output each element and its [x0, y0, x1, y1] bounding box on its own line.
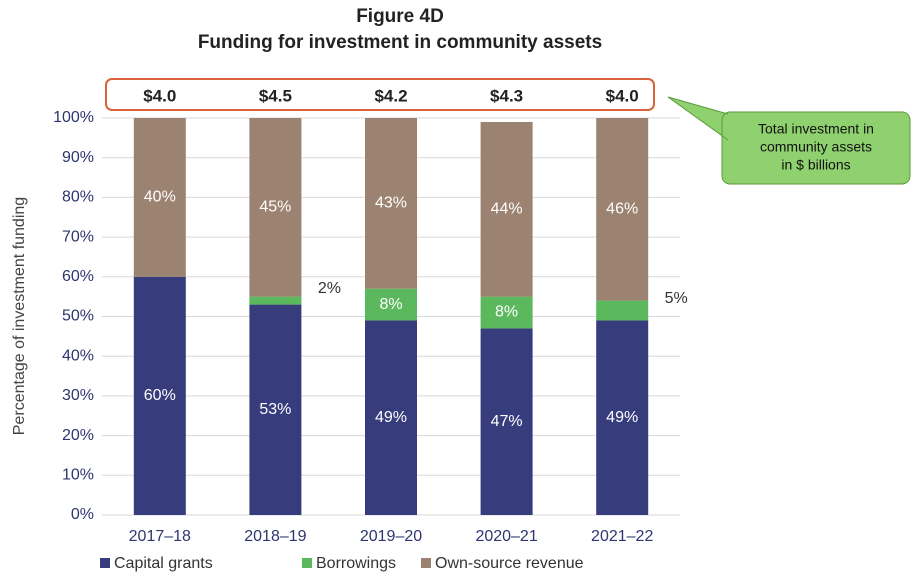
chart-subtitle: Funding for investment in community asse… — [198, 32, 602, 53]
y-tick-label: 90% — [62, 149, 94, 166]
bar-segment — [365, 288, 417, 321]
legend-label: Own-source revenue — [435, 555, 584, 572]
bar-segment — [365, 320, 417, 515]
y-tick-label: 40% — [62, 347, 94, 364]
total-label: $4.5 — [259, 86, 292, 105]
bar-segment — [249, 118, 302, 297]
bar-segment — [596, 118, 649, 301]
legend-swatch — [302, 558, 312, 568]
callout-text: community assets — [760, 139, 872, 155]
data-label: 45% — [259, 199, 291, 216]
x-tick-label: 2021–22 — [591, 528, 653, 545]
callout-pointer-edge — [667, 96, 729, 141]
chart-title: Figure 4D — [356, 6, 444, 27]
total-label: $4.0 — [143, 86, 176, 105]
bar-segment — [480, 296, 533, 329]
x-tick-label: 2017–18 — [129, 528, 191, 545]
y-tick-label: 100% — [53, 109, 94, 126]
y-tick-label: 70% — [62, 228, 94, 245]
bar-segment — [249, 296, 302, 305]
data-label: 53% — [259, 401, 291, 418]
legend-label: Borrowings — [316, 555, 396, 572]
x-tick-label: 2020–21 — [475, 528, 537, 545]
callout-text: Total investment in — [758, 121, 874, 137]
y-tick-label: 20% — [62, 427, 94, 444]
bar-segment — [480, 328, 533, 515]
y-tick-label: 30% — [62, 387, 94, 404]
data-label: 43% — [375, 195, 407, 212]
legend-swatch — [100, 558, 110, 568]
y-tick-label: 10% — [62, 467, 94, 484]
callout-box — [721, 111, 911, 185]
bar-segment — [596, 300, 649, 321]
data-label: 60% — [144, 387, 176, 404]
total-label: $4.2 — [374, 86, 407, 105]
y-tick-label: 80% — [62, 189, 94, 206]
data-label: 46% — [606, 201, 638, 218]
data-label: 8% — [495, 304, 518, 321]
y-tick-label: 50% — [62, 308, 94, 325]
totals-box — [105, 78, 655, 111]
data-label: 49% — [606, 409, 638, 426]
bar-segment — [133, 118, 186, 277]
x-tick-label: 2018–19 — [244, 528, 306, 545]
legend-swatch — [421, 558, 431, 568]
data-label: 5% — [665, 290, 688, 307]
y-tick-label: 60% — [62, 268, 94, 285]
data-label: 49% — [375, 409, 407, 426]
y-tick-label: 0% — [71, 506, 94, 523]
bar-segment — [365, 118, 417, 289]
bar-segment — [133, 276, 186, 515]
data-label: 44% — [491, 201, 523, 218]
data-label: 40% — [144, 189, 176, 206]
bar-segment — [480, 121, 533, 297]
y-axis-label: Percentage of investment funding — [11, 197, 28, 435]
total-label: $4.3 — [490, 86, 523, 105]
total-label: $4.0 — [606, 86, 639, 105]
x-tick-label: 2019–20 — [360, 528, 422, 545]
data-label: 47% — [491, 413, 523, 430]
data-label: 8% — [379, 296, 402, 313]
legend-label: Capital grants — [114, 555, 213, 572]
data-label: 2% — [318, 280, 341, 297]
bar-segment — [596, 320, 649, 515]
callout-text: in $ billions — [781, 157, 850, 173]
bar-segment — [249, 304, 302, 515]
